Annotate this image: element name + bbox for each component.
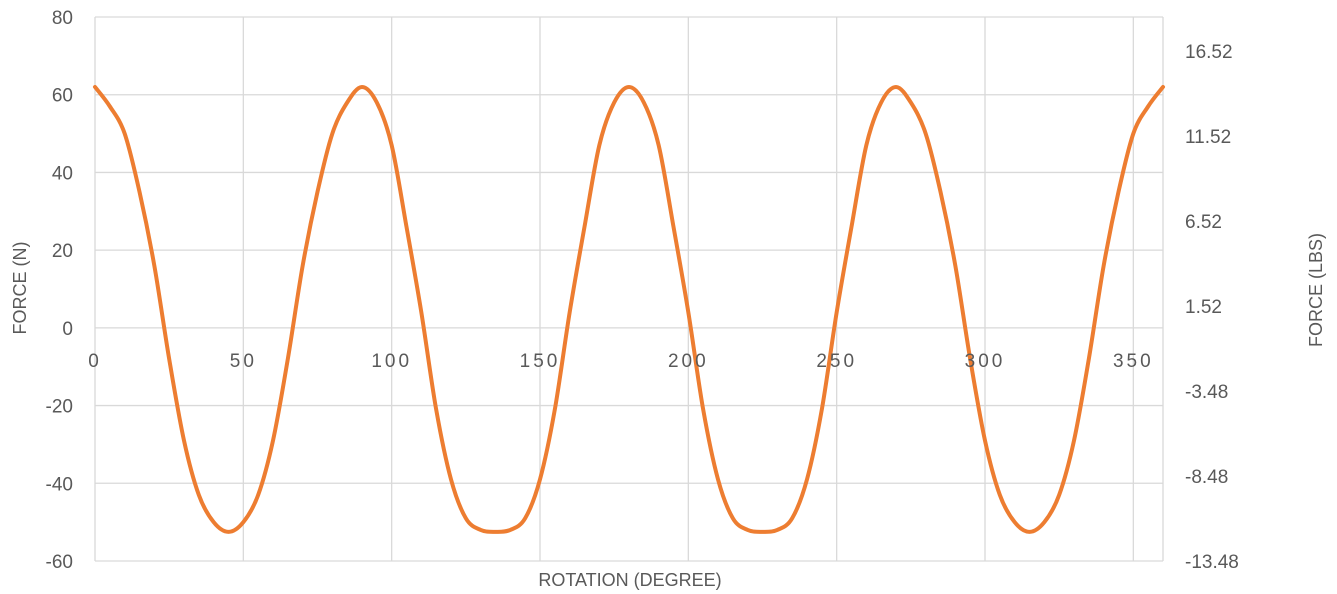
y-axis-left-ticks: -60 -40 -20 0 20 40 60 80 (46, 8, 73, 573)
y-tick-label: -20 (46, 397, 73, 418)
y2-tick-label: 16.52 (1185, 42, 1233, 63)
y-axis-left-title: FORCE (N) (10, 242, 30, 335)
y-tick-label: -60 (46, 552, 73, 573)
x-tick-label: 150 (520, 351, 561, 372)
x-tick-label: 200 (668, 351, 709, 372)
series-line (93, 84, 1165, 534)
x-axis-ticks: 0 50 100 150 200 250 300 350 (88, 351, 1154, 372)
x-tick-label: 250 (816, 351, 857, 372)
gridlines (94, 16, 1164, 562)
y2-tick-label: 6.52 (1185, 212, 1222, 233)
y-tick-label: 60 (52, 86, 73, 107)
x-tick-label: 350 (1113, 351, 1154, 372)
y2-tick-label: -13.48 (1185, 552, 1239, 573)
y-tick-label: 40 (52, 163, 73, 184)
y2-tick-label: -8.48 (1185, 467, 1228, 488)
x-tick-label: 100 (371, 351, 412, 372)
y-tick-label: -40 (46, 474, 73, 495)
y-axis-right-title: FORCE (LBS) (1306, 233, 1326, 347)
y-tick-label: 0 (62, 319, 73, 340)
series-layer (93, 84, 1165, 534)
x-tick-label: 50 (230, 351, 257, 372)
y-tick-label: 20 (52, 241, 73, 262)
x-tick-label: 0 (88, 351, 102, 372)
x-tick-label: 300 (965, 351, 1006, 372)
y2-tick-label: 1.52 (1185, 297, 1222, 318)
y-tick-label: 80 (52, 8, 73, 29)
x-axis-title: ROTATION (DEGREE) (538, 570, 721, 590)
y2-tick-label: 11.52 (1185, 127, 1231, 148)
y-axis-right-ticks: -13.48 -8.48 -3.48 1.52 6.52 11.52 16.52 (1185, 42, 1239, 573)
y2-tick-label: -3.48 (1185, 382, 1228, 403)
